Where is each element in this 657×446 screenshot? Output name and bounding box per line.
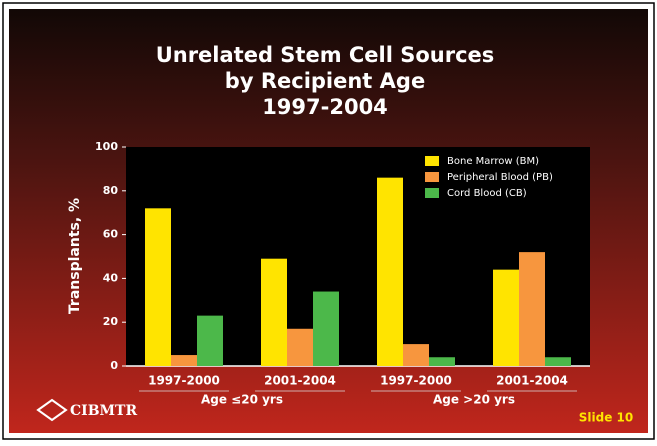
x-tick-label: 1997-2000 [380, 374, 452, 388]
chart-title: Unrelated Stem Cell Sources [156, 43, 495, 67]
bar [261, 258, 287, 366]
chart-title: by Recipient Age [225, 69, 425, 93]
legend-label: Peripheral Blood (PB) [447, 172, 553, 183]
x-tick-label: 2001-2004 [496, 374, 568, 388]
bar [145, 208, 171, 366]
y-tick-label: 80 [103, 184, 119, 197]
y-tick-label: 100 [95, 140, 118, 153]
bar [403, 344, 429, 366]
chart-title: 1997-2004 [262, 95, 388, 119]
x-tick-label: 2001-2004 [264, 374, 336, 388]
legend-label: Cord Blood (CB) [447, 188, 527, 199]
x-tick-label: 1997-2000 [148, 374, 220, 388]
bar [519, 252, 545, 366]
legend-swatch [425, 188, 439, 198]
y-tick-label: 0 [110, 359, 118, 372]
group-label: Age >20 yrs [433, 393, 515, 407]
bar [313, 291, 339, 366]
bar [171, 355, 197, 366]
bar [429, 357, 455, 366]
logo-text: CIBMTR [70, 403, 137, 419]
group-label: Age ≤20 yrs [201, 393, 283, 407]
bar [377, 177, 403, 366]
legend-swatch [425, 172, 439, 182]
bar [493, 269, 519, 366]
y-axis-label: Transplants, % [67, 198, 83, 314]
logo: CIBMTR [36, 398, 137, 422]
y-tick-label: 20 [103, 315, 119, 328]
bar [287, 328, 313, 366]
y-tick-label: 60 [103, 228, 119, 241]
legend-label: Bone Marrow (BM) [447, 156, 539, 167]
legend-swatch [425, 156, 439, 166]
y-tick-label: 40 [103, 271, 119, 284]
slide-number: Slide 10 [579, 411, 633, 425]
bar [197, 315, 223, 366]
logo-icon [36, 398, 68, 422]
bar [545, 357, 571, 366]
